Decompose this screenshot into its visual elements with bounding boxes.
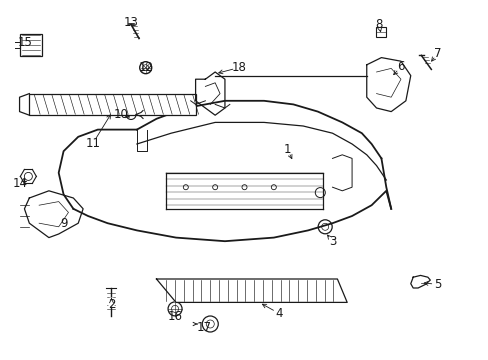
Text: 1: 1	[283, 143, 291, 156]
Text: 15: 15	[18, 36, 33, 49]
Text: 17: 17	[197, 321, 211, 334]
Bar	[20, 34, 41, 56]
Text: 9: 9	[60, 217, 67, 230]
Text: 5: 5	[433, 278, 441, 291]
Polygon shape	[156, 279, 346, 302]
Bar	[376, 27, 386, 37]
Text: 16: 16	[167, 310, 182, 323]
Text: 4: 4	[274, 307, 282, 320]
Text: 12: 12	[138, 61, 153, 74]
Text: 18: 18	[231, 61, 245, 74]
Text: 13: 13	[123, 16, 138, 29]
Text: 2: 2	[107, 298, 115, 311]
Text: 6: 6	[396, 60, 404, 73]
Text: 3: 3	[328, 235, 336, 248]
Bar	[29, 94, 195, 115]
Text: 14: 14	[13, 177, 28, 190]
Text: 10: 10	[114, 108, 128, 121]
Text: 7: 7	[433, 47, 441, 60]
Text: 11: 11	[85, 137, 100, 150]
Text: 8: 8	[374, 18, 382, 31]
Circle shape	[107, 298, 115, 306]
